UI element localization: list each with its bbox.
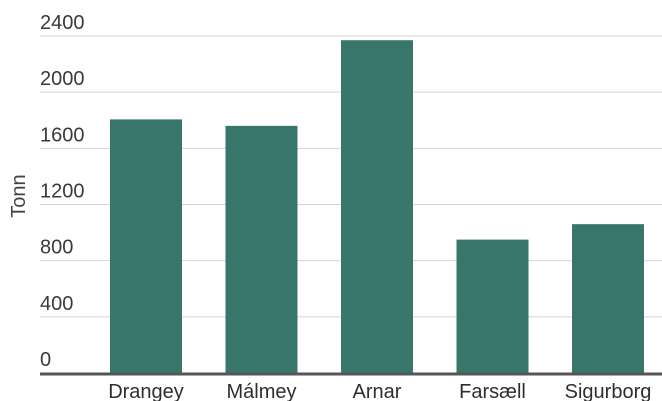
- x-tick-label: Farsæll: [459, 381, 526, 401]
- x-tick-label: Málmey: [226, 381, 296, 401]
- y-axis-title: Tonn: [8, 174, 30, 217]
- bar-sigurborg: [572, 224, 644, 373]
- y-tick-label: 1200: [40, 181, 85, 203]
- x-axis-category-labels: Drangey Málmey Arnar Farsæll Sigurborg: [108, 381, 651, 401]
- bar-farsæll: [456, 239, 529, 373]
- y-tick-label: 0: [40, 349, 51, 371]
- bars: [110, 40, 644, 374]
- x-tick-label: Sigurborg: [565, 381, 652, 401]
- x-tick-label: Arnar: [353, 381, 402, 401]
- y-tick-label: 2400: [40, 12, 85, 34]
- bar-málmey: [225, 125, 298, 373]
- y-tick-label: 800: [40, 237, 73, 259]
- bar-arnar: [341, 40, 413, 374]
- x-tick-label: Drangey: [108, 381, 184, 401]
- y-tick-label: 400: [40, 293, 73, 315]
- y-tick-label: 1600: [40, 124, 85, 146]
- y-axis-tick-labels: 0 400 800 1200 1600 2000 2400: [40, 12, 85, 371]
- bar-drangey: [110, 119, 182, 373]
- y-tick-label: 2000: [40, 68, 85, 90]
